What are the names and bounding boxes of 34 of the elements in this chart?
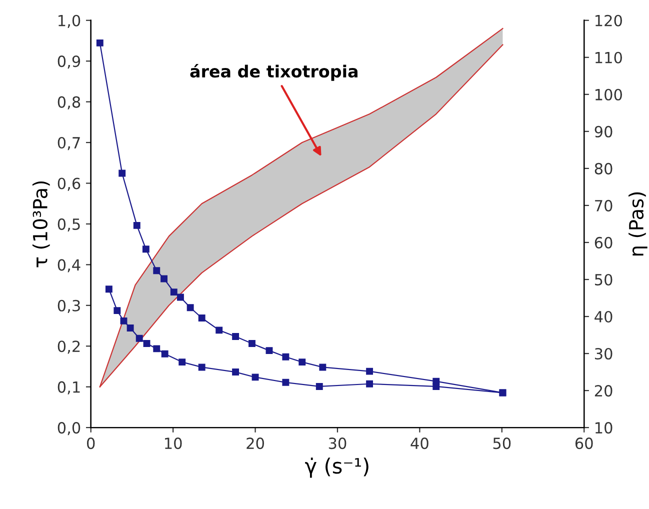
y2-tick-label: 20 [594, 385, 612, 397]
annotation: área de tixotropia [190, 64, 358, 81]
y2-tick-label: 90 [594, 126, 612, 138]
x-tick-label: 60 [575, 438, 593, 450]
y2-axis-title: η (Pas) [628, 192, 648, 256]
x-axis-title: γ̇ (s⁻¹) [305, 458, 368, 478]
y-tick-label: 0,7 [58, 136, 80, 150]
y2-tick-label: 40 [594, 310, 612, 323]
y-tick-label: 0,6 [58, 178, 80, 191]
y2-tick-label: 60 [594, 236, 612, 248]
x-tick-label: 40 [410, 438, 428, 450]
y-tick-label: 0,2 [58, 340, 80, 354]
x-tick-label: 10 [165, 438, 182, 450]
x-tick-label: 50 [493, 438, 511, 450]
y-tick-label: 0,3 [58, 300, 80, 313]
y-tick-label: 0,4 [58, 259, 80, 272]
y2-tick-label: 30 [594, 348, 612, 360]
y-tick-label: 1,0 [58, 14, 80, 28]
y-tick-label: 0,1 [58, 381, 80, 394]
x-tick-label: 30 [328, 438, 346, 450]
y-tick-label: 0,5 [58, 218, 80, 232]
y2-tick-label: 70 [595, 200, 612, 212]
y2-tick-label: 120 [596, 14, 622, 26]
y2-tick-label: 10 [596, 422, 612, 434]
y2-tick-label: 100 [596, 88, 622, 100]
y-tick-label: 0,9 [58, 56, 80, 69]
y2-tick-label: 110 [596, 52, 622, 64]
y-tick-label: 0,8 [58, 96, 80, 110]
y2-tick-label: 80 [594, 162, 612, 174]
y-tick-label: 0,0 [58, 422, 80, 436]
x-tick-label: 20 [246, 438, 264, 450]
x-tick-label: 0 [87, 438, 95, 450]
y2-tick-label: 50 [595, 274, 612, 286]
y-axis-title: τ (10³Pa) [32, 181, 50, 268]
